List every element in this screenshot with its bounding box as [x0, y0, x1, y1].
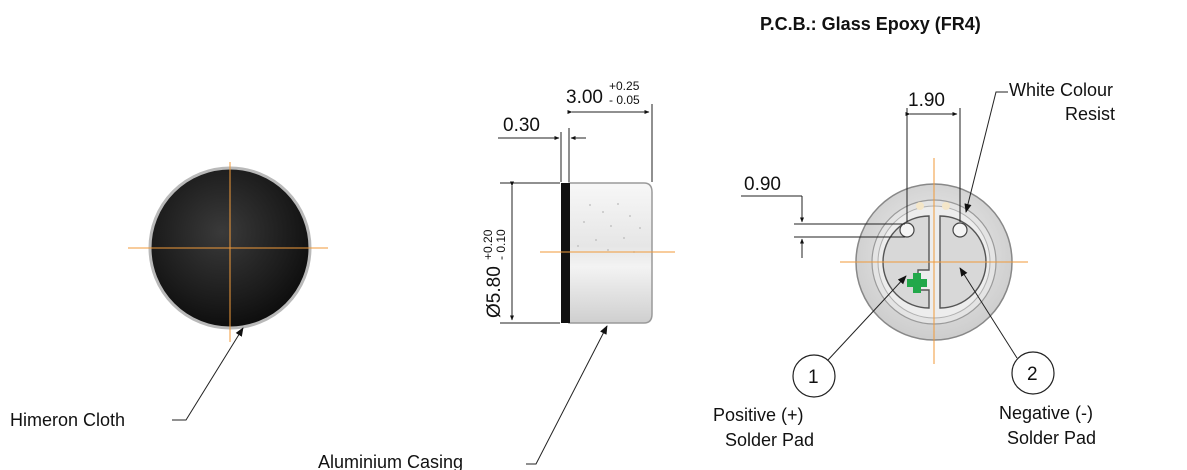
negative-pad-hole	[952, 222, 968, 238]
positive-pad-hole	[899, 222, 915, 238]
pad1-leader	[827, 275, 907, 361]
pad-spacing-value: 1.90	[908, 90, 945, 111]
resist-label-line1: White Colour	[1009, 80, 1113, 100]
diameter-tol-plus: +0.20	[481, 229, 495, 260]
pad2-balloon	[1011, 351, 1055, 395]
cloth-leader	[172, 327, 244, 421]
rear-view: P.C.B.: Glass Epoxy (FR4) 1.90	[713, 14, 1115, 450]
cloth-thickness: 0.30	[503, 115, 540, 136]
length-tol-minus: - 0.05	[609, 93, 640, 107]
himeron-cloth-label: Himeron Cloth	[10, 410, 125, 430]
resist-label-line2: Resist	[1065, 104, 1115, 124]
pad1-label-line1: Positive (+)	[713, 405, 804, 425]
diameter-nominal: Ø5.80	[484, 266, 505, 318]
front-view: Himeron Cloth	[10, 162, 328, 430]
cloth-edge	[561, 183, 570, 323]
pad2-leader	[959, 267, 1018, 359]
pad2-number: 2	[1027, 364, 1038, 385]
pad2-label-line1: Negative (-)	[999, 403, 1093, 423]
pcb-material-title: P.C.B.: Glass Epoxy (FR4)	[760, 14, 981, 34]
pad1-number: 1	[808, 367, 819, 388]
pad2-label-line2: Solder Pad	[1007, 428, 1096, 448]
aluminium-casing-label: Aluminium Casing	[318, 452, 463, 470]
side-view: Ø5.80 +0.20 - 0.10 3.00 +0.25 - 0.05 0.3…	[318, 79, 675, 470]
aluminium-casing-body	[568, 182, 653, 324]
pad1-label-line2: Solder Pad	[725, 430, 814, 450]
casing-leader	[526, 325, 608, 465]
hole-size-value: 0.90	[744, 174, 781, 195]
diameter-tol-minus: - 0.10	[494, 229, 508, 260]
pad1-balloon	[792, 354, 836, 398]
length-nominal: 3.00	[566, 87, 603, 108]
plus-polarity-mark	[907, 273, 927, 293]
length-tol-plus: +0.25	[609, 79, 640, 93]
resist-leader	[964, 91, 1008, 213]
